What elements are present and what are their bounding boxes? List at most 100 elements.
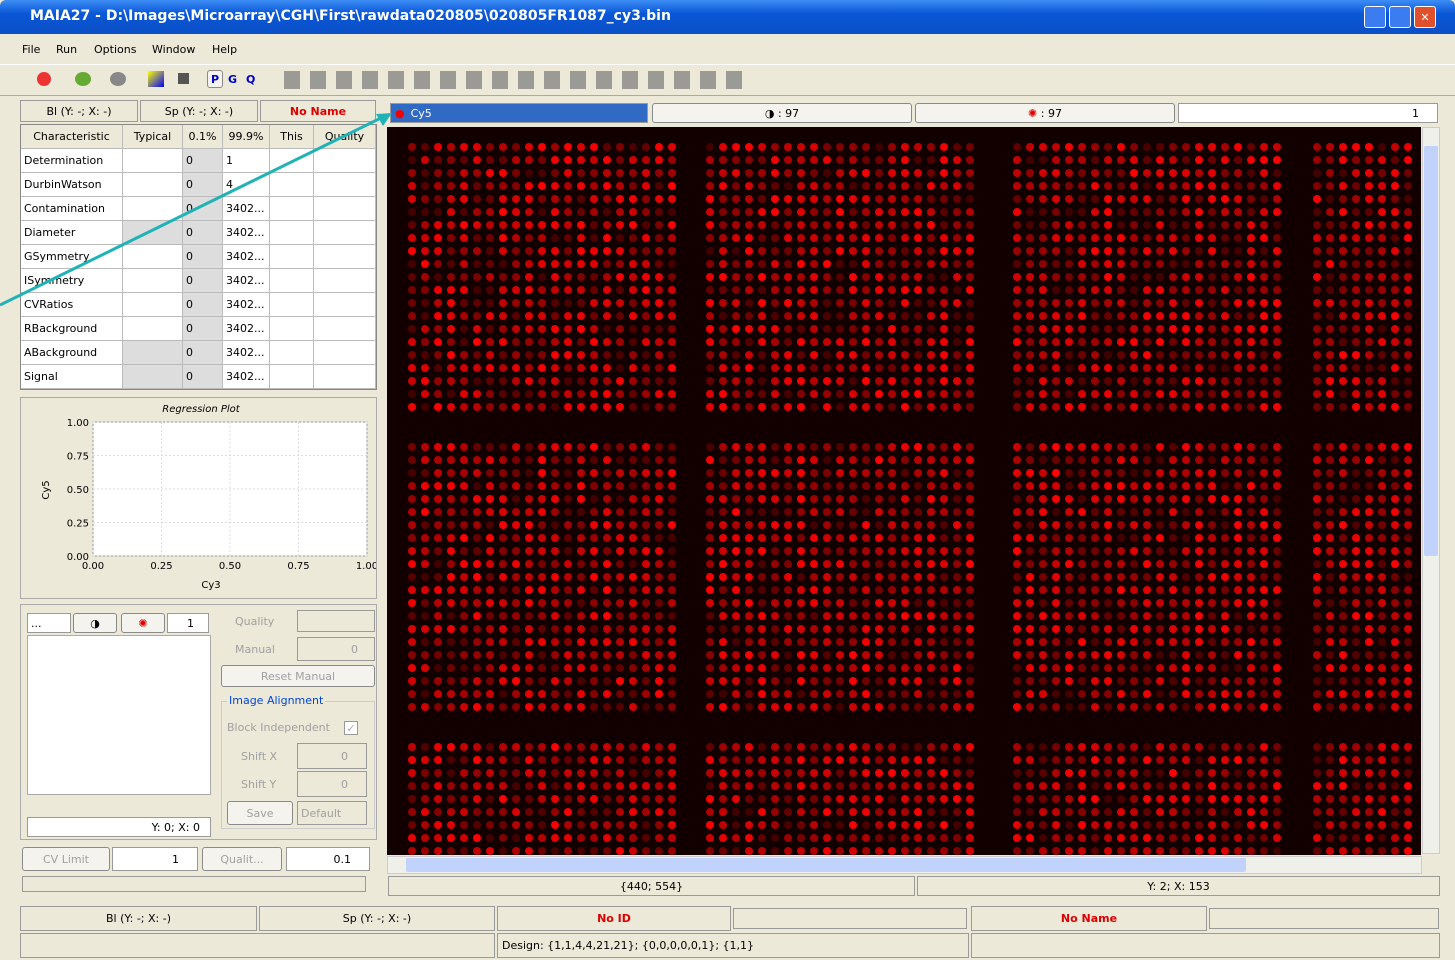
tool-p[interactable]: P [207, 70, 223, 88]
tool-grey[interactable] [110, 72, 126, 86]
h-thumb[interactable] [406, 858, 1246, 872]
spot [1026, 586, 1034, 594]
spot [1169, 756, 1177, 764]
cv-limit-field[interactable]: 1 [112, 847, 198, 871]
spot [1169, 456, 1177, 464]
spot [473, 156, 481, 164]
spot [447, 482, 455, 490]
menu-item[interactable]: File [22, 43, 41, 56]
spinner[interactable]: 1 [167, 613, 209, 633]
row-name: GSymmetry [21, 245, 123, 269]
spot [875, 795, 883, 803]
menu-item[interactable]: Window [152, 43, 196, 56]
menu-item[interactable]: Run [56, 43, 78, 56]
spot [914, 703, 922, 711]
spot [603, 834, 611, 842]
spot [810, 221, 818, 229]
spot [1039, 247, 1047, 255]
spot [1247, 403, 1255, 411]
spot-button[interactable]: ✺ [121, 613, 165, 633]
spot [1117, 286, 1125, 294]
spot [577, 612, 585, 620]
spot [1234, 495, 1242, 503]
spot [616, 508, 624, 516]
spot [849, 312, 857, 320]
default-dropdown[interactable]: Default [297, 801, 367, 825]
minimize[interactable] [1364, 6, 1386, 28]
quality-button[interactable]: Qualit... [202, 847, 282, 871]
spot [603, 325, 611, 333]
save-button[interactable]: Save [227, 801, 293, 825]
spot [434, 756, 442, 764]
spot [1247, 364, 1255, 372]
spot [953, 651, 961, 659]
spot [538, 651, 546, 659]
spot [1078, 808, 1086, 816]
spot [655, 364, 663, 372]
vertical-scrollbar[interactable] [1422, 127, 1440, 854]
spot [1052, 521, 1060, 529]
spot [927, 299, 935, 307]
spot [823, 808, 831, 816]
image-spinner[interactable]: 1 [1178, 103, 1438, 123]
tool-q[interactable]: Q [246, 73, 256, 86]
reset-manual[interactable]: Reset Manual [221, 665, 375, 687]
tool-icons[interactable] [284, 71, 744, 89]
spot [1378, 143, 1386, 151]
spot [875, 482, 883, 490]
quality-threshold-field[interactable]: 0.1 [286, 847, 370, 871]
tool-g[interactable]: G [228, 73, 238, 86]
spot-count[interactable]: ✺ : 97 [915, 103, 1175, 123]
spot [771, 703, 779, 711]
spot [901, 286, 909, 294]
spot [719, 834, 727, 842]
row-name: Determination [21, 149, 123, 173]
tool-red[interactable] [37, 72, 51, 86]
spot [1091, 195, 1099, 203]
spot [953, 677, 961, 685]
contrast-button[interactable]: ◑ [73, 613, 117, 633]
contrast-count[interactable]: ◑ : 97 [652, 103, 912, 123]
spot [771, 325, 779, 333]
spot [862, 756, 870, 764]
tool-chip[interactable] [148, 71, 164, 87]
tool-green[interactable] [75, 72, 91, 86]
spot [421, 612, 429, 620]
cv-limit-button[interactable]: CV Limit [22, 847, 110, 871]
spot [1234, 651, 1242, 659]
channel-dropdown[interactable]: ● Cy5 [390, 103, 648, 123]
quality-field [297, 610, 375, 632]
spot [1208, 821, 1216, 829]
spot [499, 612, 507, 620]
spot [719, 821, 727, 829]
spot [719, 573, 727, 581]
tool-stop[interactable] [178, 73, 189, 84]
spot [1208, 508, 1216, 516]
spot [1104, 495, 1112, 503]
spot [668, 469, 676, 477]
dropdown[interactable]: ... [27, 613, 71, 633]
spot [745, 599, 753, 607]
spot [1273, 651, 1281, 659]
menu-item[interactable]: Help [212, 43, 238, 56]
spot [1039, 221, 1047, 229]
spot [1117, 182, 1125, 190]
spot [551, 651, 559, 659]
spot [538, 390, 546, 398]
v-thumb[interactable] [1424, 146, 1438, 556]
spot [953, 495, 961, 503]
spot [1013, 795, 1021, 803]
spot [758, 364, 766, 372]
spot [745, 651, 753, 659]
menu-item[interactable]: Options [94, 43, 137, 56]
spot [1065, 743, 1073, 751]
spot [719, 743, 727, 751]
maximize[interactable] [1389, 6, 1411, 28]
spot [473, 351, 481, 359]
spot [888, 403, 896, 411]
horizontal-scrollbar[interactable] [387, 856, 1422, 874]
spot [1169, 351, 1177, 359]
close[interactable]: ✕ [1414, 6, 1436, 28]
block-checkbox[interactable]: ✓ [344, 721, 358, 735]
spot [1352, 234, 1360, 242]
